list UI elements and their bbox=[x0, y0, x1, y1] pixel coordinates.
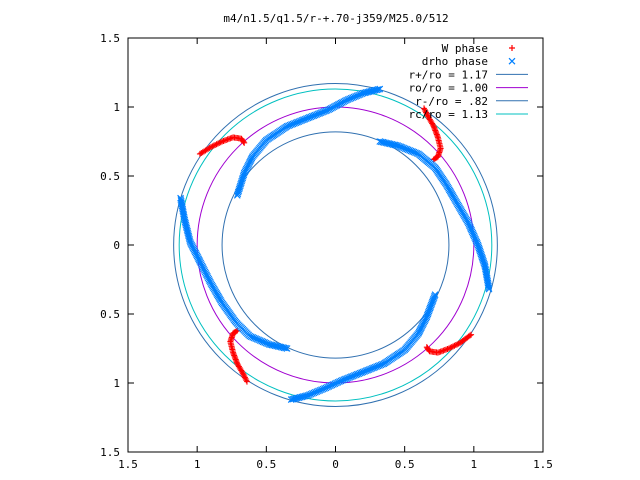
drho-phase-point bbox=[485, 284, 493, 291]
y-tick-label: 0.5 bbox=[100, 308, 120, 321]
x-tick-label: 0.5 bbox=[256, 458, 276, 471]
legend-cross-marker bbox=[508, 57, 516, 65]
legend-plus-marker bbox=[509, 45, 515, 51]
legend-label: r+/ro = 1.17 bbox=[409, 68, 488, 81]
drho-phase-point bbox=[485, 285, 493, 293]
y-tick-label: 0 bbox=[113, 239, 120, 252]
w-phase-point bbox=[424, 345, 431, 352]
legend-label: drho phase bbox=[422, 55, 488, 68]
w-phase-point bbox=[216, 139, 223, 146]
y-tick-label: 1.5 bbox=[100, 446, 120, 459]
x-tick-label: 0.5 bbox=[395, 458, 415, 471]
w-phase-point bbox=[243, 378, 250, 385]
w-phase-point bbox=[208, 144, 214, 151]
series-drho-phase bbox=[177, 85, 493, 403]
w-phase-point bbox=[243, 377, 250, 384]
y-tick-label: 1 bbox=[113, 101, 120, 114]
w-phase-point bbox=[448, 344, 455, 351]
y-tick-label: 1 bbox=[113, 377, 120, 390]
drho-phase-point bbox=[234, 190, 242, 198]
legend-label: rc/ro = 1.13 bbox=[409, 108, 488, 121]
w-phase-point bbox=[421, 105, 428, 112]
x-tick-label: 1.5 bbox=[533, 458, 553, 471]
w-phase-point bbox=[423, 344, 430, 351]
circle-1 bbox=[196, 106, 475, 384]
series-w-phase bbox=[196, 105, 475, 385]
w-phase-point bbox=[423, 110, 430, 117]
y-tick-label: 0.5 bbox=[100, 170, 120, 183]
w-phase-point bbox=[421, 106, 428, 113]
x-tick-label: 1.5 bbox=[118, 458, 138, 471]
w-phase-point bbox=[422, 108, 429, 115]
w-phase-point bbox=[455, 340, 462, 347]
w-phase-point bbox=[210, 142, 217, 149]
drho-phase-point bbox=[233, 191, 241, 199]
w-phase-point bbox=[431, 155, 438, 162]
drho-phase-point bbox=[177, 196, 185, 204]
legend-label: ro/ro = 1.00 bbox=[409, 82, 488, 95]
w-phase-point bbox=[429, 121, 436, 128]
w-phase-point bbox=[452, 342, 459, 349]
w-phase-point bbox=[241, 373, 248, 380]
w-phase-point bbox=[454, 341, 461, 348]
circle-0 bbox=[173, 83, 498, 407]
w-phase-point bbox=[242, 375, 249, 382]
w-phase-point bbox=[213, 141, 220, 148]
w-phase-point bbox=[217, 139, 224, 146]
w-phase-point bbox=[235, 362, 242, 369]
w-phase-point bbox=[241, 374, 248, 381]
circle-3 bbox=[178, 88, 493, 402]
w-phase-point bbox=[451, 342, 458, 349]
x-ticks: 1.5 1 0.5 0 0.5 1 1.5 bbox=[118, 38, 553, 471]
data-series bbox=[177, 85, 493, 403]
x-tick-label: 1 bbox=[471, 458, 478, 471]
y-tick-label: 1.5 bbox=[100, 32, 120, 45]
w-phase-point bbox=[212, 141, 219, 148]
w-phase-point bbox=[241, 139, 248, 146]
w-phase-point bbox=[447, 344, 454, 351]
chart-title: m4/n1.5/q1.5/r-+.70-j359/M25.0/512 bbox=[223, 12, 448, 25]
w-phase-point bbox=[423, 109, 430, 116]
w-phase-point bbox=[450, 343, 457, 350]
legend-label: W phase bbox=[442, 42, 488, 55]
y-ticks: 1.5 1 0.5 0 0.5 1 1.5 bbox=[100, 32, 543, 459]
w-phase-point bbox=[209, 143, 216, 150]
w-phase-point bbox=[240, 138, 247, 145]
reference-circles bbox=[173, 83, 498, 407]
drho-phase-point bbox=[431, 291, 439, 299]
w-phase-point bbox=[214, 140, 221, 147]
circle-2 bbox=[221, 131, 450, 359]
legend-label: r-/ro = .82 bbox=[415, 95, 488, 108]
x-tick-label: 0 bbox=[332, 458, 339, 471]
w-phase-point bbox=[233, 328, 240, 335]
x-tick-label: 1 bbox=[194, 458, 201, 471]
drho-phase-point bbox=[177, 194, 184, 202]
drho-phase-point bbox=[431, 292, 438, 300]
w-phase-point bbox=[430, 156, 437, 163]
w-phase-point bbox=[457, 339, 463, 346]
